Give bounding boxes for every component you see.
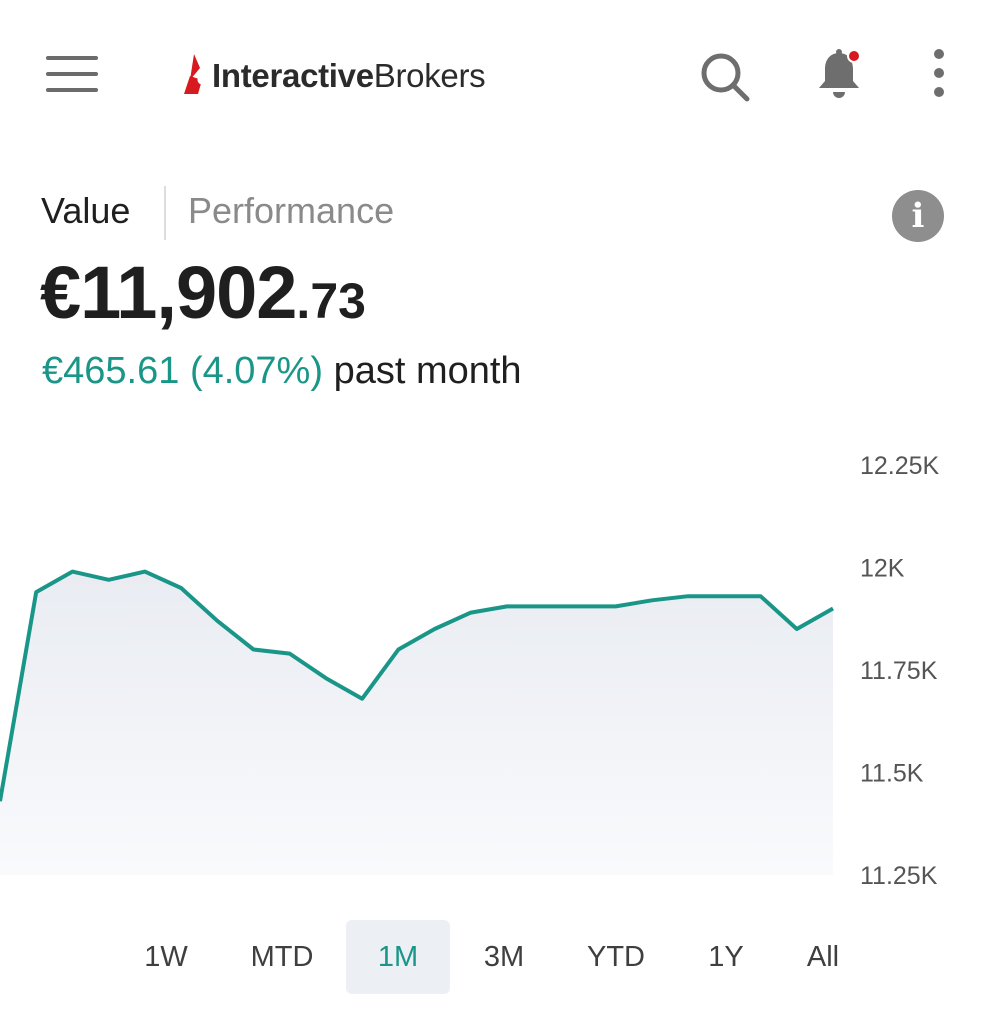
y-tick-label: 11.25K	[860, 862, 938, 890]
notifications-button[interactable]	[808, 44, 870, 106]
tab-divider	[164, 186, 166, 240]
more-vertical-icon	[934, 49, 944, 97]
portfolio-value: €11,902.73	[40, 250, 366, 335]
change-amount: €465.61	[42, 350, 180, 392]
search-button[interactable]	[694, 46, 756, 108]
y-tick-label: 12K	[860, 555, 905, 583]
portfolio-change: €465.61 (4.07%) past month	[42, 350, 522, 393]
interactive-brokers-logo-icon	[184, 54, 207, 94]
range-button-mtd[interactable]: MTD	[250, 940, 314, 973]
range-button-all[interactable]: All	[806, 940, 840, 973]
range-button-1y[interactable]: 1Y	[708, 940, 744, 973]
portfolio-value-main: €11,902	[40, 251, 297, 334]
chart-area	[0, 571, 833, 875]
y-tick-label: 11.75K	[860, 657, 938, 685]
more-options-button[interactable]	[920, 44, 958, 106]
range-button-3m[interactable]: 3M	[483, 940, 525, 973]
menu-button[interactable]	[40, 52, 102, 96]
change-percent: (4.07%)	[189, 350, 323, 392]
portfolio-value-cents: .73	[296, 273, 366, 329]
search-icon	[701, 53, 750, 102]
info-icon[interactable]: i	[892, 190, 944, 242]
tab-performance[interactable]: Performance	[188, 190, 395, 231]
y-tick-label: 11.5K	[860, 760, 924, 788]
range-button-ytd[interactable]: YTD	[587, 940, 645, 973]
range-button-1w[interactable]: 1W	[144, 940, 188, 973]
tab-value[interactable]: Value	[41, 190, 131, 231]
y-tick-label: 12.25K	[860, 452, 940, 480]
chart-line	[0, 569, 834, 802]
bell-icon	[819, 49, 861, 98]
value-chart[interactable]: 12.25K 12K 11.75K 11.5K 11.25K	[0, 440, 984, 910]
logo: InteractiveBrokers	[180, 48, 486, 104]
change-period: past month	[333, 350, 522, 392]
range-button-1m[interactable]: 1M	[346, 920, 450, 994]
logo-text: InteractiveBrokers	[212, 57, 486, 94]
